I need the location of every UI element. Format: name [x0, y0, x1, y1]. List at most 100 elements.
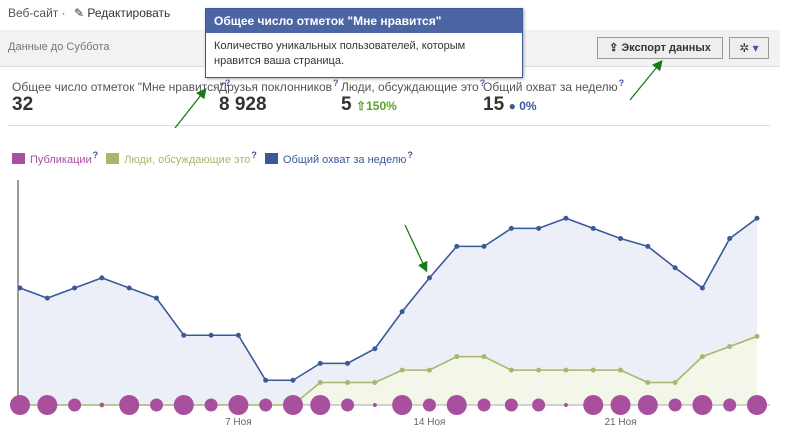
- point: [672, 380, 678, 385]
- stat-likes: Общее число отметок "Мне нравится"? 32: [12, 78, 230, 116]
- point: [645, 380, 651, 385]
- point: [536, 367, 542, 373]
- bubble: [446, 395, 467, 415]
- bubble: [563, 403, 568, 407]
- legend-swatch: [264, 152, 278, 164]
- point: [672, 265, 678, 271]
- point: [235, 332, 241, 338]
- legend-text: Люди, обсуждающие это: [124, 153, 251, 166]
- stat-reach: Общий охват за неделю? 15 ● 0%: [483, 78, 624, 116]
- bubble: [610, 395, 631, 415]
- x-tick-label: 7 Ноя: [225, 417, 252, 428]
- point: [372, 380, 378, 385]
- point: [699, 285, 705, 291]
- point: [481, 354, 487, 360]
- edit-text: Редактировать: [87, 6, 171, 20]
- point: [263, 377, 269, 383]
- point: [426, 367, 432, 373]
- bubble: [504, 398, 518, 412]
- bubble: [747, 395, 767, 415]
- edit-link[interactable]: ✎ Редактировать: [74, 6, 171, 20]
- point: [536, 225, 542, 231]
- point: [699, 354, 705, 360]
- help-icon[interactable]: ?: [407, 150, 413, 160]
- x-tick-label: 21 Ноя: [604, 417, 636, 428]
- stat-value: 5: [341, 94, 352, 115]
- point: [208, 332, 214, 338]
- tooltip-title: Общее число отметок "Мне нравится": [206, 9, 522, 33]
- bubble: [692, 395, 713, 415]
- bubble: [668, 398, 682, 412]
- legend-text: Общий охват за неделю: [282, 153, 407, 166]
- stat-talking: Люди, обсуждающие это? 5 ⇧150%: [341, 78, 485, 116]
- bubble: [532, 398, 546, 412]
- bubble: [10, 395, 30, 415]
- change-flat: ● 0%: [508, 99, 537, 113]
- point: [44, 295, 50, 301]
- point: [563, 215, 569, 221]
- date-range: Данные до Суббота: [8, 41, 110, 53]
- legend-item[interactable]: Общий охват за неделю?: [264, 150, 413, 166]
- series-line: [20, 335, 758, 406]
- legend-swatch: [106, 152, 120, 164]
- legend-item[interactable]: Люди, обсуждающие это?: [106, 150, 257, 166]
- stat-change: 150%: [366, 99, 397, 113]
- settings-button[interactable]: ✲ ▾: [729, 37, 769, 59]
- point: [372, 346, 378, 352]
- point: [317, 360, 323, 366]
- point: [426, 275, 432, 281]
- bubble: [583, 395, 604, 415]
- bubble: [37, 395, 58, 415]
- point: [727, 236, 733, 241]
- stat-label: Люди, обсуждающие это: [341, 80, 479, 94]
- help-icon[interactable]: ?: [92, 150, 99, 160]
- point: [563, 367, 569, 373]
- series-area: [20, 218, 757, 405]
- point: [181, 332, 187, 338]
- point: [590, 367, 596, 373]
- help-icon[interactable]: ?: [333, 78, 339, 88]
- bubble: [259, 398, 273, 412]
- stat-label: Друзья поклонников: [219, 80, 333, 94]
- tooltip-text: Количество уникальных пользователей, кот…: [214, 40, 466, 67]
- point: [72, 285, 78, 291]
- x-tick-label: 14 Ноя: [413, 417, 445, 428]
- separator: [8, 125, 770, 126]
- point: [454, 243, 460, 249]
- bubble: [119, 395, 140, 415]
- bubble: [282, 395, 303, 415]
- stat-value: 15: [483, 94, 505, 115]
- help-icon[interactable]: ?: [618, 78, 625, 88]
- point: [399, 367, 405, 373]
- series-area: [20, 336, 757, 405]
- point: [99, 275, 105, 281]
- bubble: [341, 398, 355, 412]
- bubble: [372, 403, 377, 407]
- bubble: [204, 398, 218, 412]
- stat-label: Общее число отметок "Мне нравится": [12, 80, 224, 94]
- help-icon[interactable]: ?: [224, 78, 231, 88]
- site-link[interactable]: Веб-сайт ·: [8, 6, 66, 20]
- bubble: [228, 395, 249, 415]
- stat-label: Общий охват за неделю: [483, 80, 618, 94]
- point: [317, 380, 323, 385]
- point: [399, 309, 405, 315]
- bubble: [392, 395, 413, 415]
- legend: Публикации? Люди, обсуждающие это? Общий о…: [12, 150, 421, 166]
- help-icon[interactable]: ?: [251, 150, 257, 160]
- point: [618, 367, 624, 373]
- point: [481, 243, 487, 249]
- point: [345, 360, 351, 366]
- legend-swatch: [12, 152, 25, 164]
- point: [126, 285, 132, 291]
- export-button[interactable]: ⇪ Экспорт данных: [597, 37, 723, 59]
- bubble: [173, 395, 194, 415]
- legend-item[interactable]: Публикации?: [12, 150, 98, 166]
- point: [454, 354, 460, 360]
- stat-friends: Друзья поклонников? 8 928: [219, 78, 339, 116]
- point: [345, 380, 351, 385]
- help-icon[interactable]: ?: [479, 78, 486, 88]
- point: [754, 215, 760, 221]
- export-text: Экспорт данных: [621, 42, 711, 54]
